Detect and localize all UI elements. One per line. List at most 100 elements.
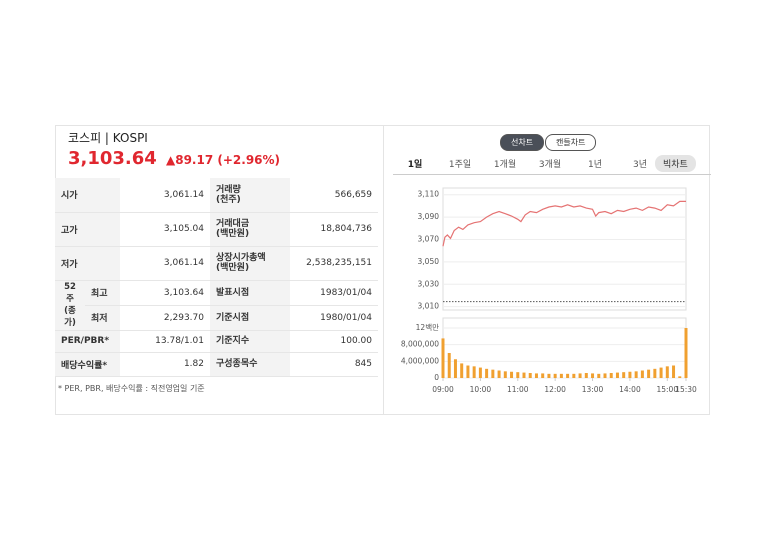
sub-label: 최저 bbox=[85, 305, 120, 331]
volume-bar bbox=[534, 373, 538, 378]
table-row: PER/PBR* 13.78/1.01 기준지수 100.00 bbox=[55, 330, 378, 353]
volume-bar bbox=[647, 369, 651, 378]
row-value: 13.78/1.01 bbox=[120, 330, 210, 353]
volume-bar bbox=[591, 373, 595, 378]
period-tab[interactable]: 1주일 bbox=[448, 160, 472, 170]
divider bbox=[383, 125, 384, 415]
volume-bar bbox=[628, 371, 632, 378]
volume-bar bbox=[684, 328, 688, 378]
row-label: PER/PBR* bbox=[55, 330, 120, 353]
label-line: (종가) bbox=[64, 306, 76, 328]
footnote: * PER, PBR, 배당수익률 : 직전영업일 기준 bbox=[58, 384, 205, 393]
row-label: 기준시점 bbox=[210, 305, 290, 331]
label-line: 구성종목수 bbox=[216, 359, 258, 369]
volume-bar bbox=[615, 372, 619, 378]
period-tab[interactable]: 3년 bbox=[632, 160, 647, 170]
y-tick-label: 3,090 bbox=[418, 212, 440, 221]
sub-label: 최고 bbox=[85, 280, 120, 306]
quote-table: 시가 3,061.14 거래량 (천주) 566,659 고가 3,105.04 거래대금 (백… bbox=[55, 178, 378, 377]
period-tab[interactable]: 1개월 bbox=[493, 160, 517, 170]
period-tab[interactable]: 3개월 bbox=[538, 160, 562, 170]
volume-bar bbox=[634, 371, 638, 378]
volume-bar bbox=[503, 371, 507, 378]
x-tick-label: 10:00 bbox=[470, 385, 492, 394]
price-line bbox=[442, 200, 686, 247]
index-change: ▲89.17 (+2.96%) bbox=[166, 153, 280, 167]
y-tick-label: 3,030 bbox=[418, 279, 440, 288]
volume-bar bbox=[572, 373, 576, 378]
label-line: 거래량 bbox=[216, 184, 241, 195]
row-label: 저가 bbox=[55, 246, 120, 281]
volume-bar bbox=[584, 373, 588, 378]
row-label: 상장시가총액 (백만원) bbox=[210, 246, 290, 281]
volume-bar bbox=[510, 371, 514, 378]
volume-bar bbox=[447, 353, 451, 378]
volume-bar bbox=[578, 373, 582, 378]
x-tick-label: 15:00 bbox=[656, 385, 678, 394]
row-value: 2,293.70 bbox=[120, 305, 210, 331]
y-tick-label: 3,010 bbox=[418, 302, 440, 311]
row-value: 1.82 bbox=[120, 352, 210, 377]
table-row: 최저 2,293.70 기준시점 1980/01/04 bbox=[55, 305, 378, 331]
row-value: 845 bbox=[290, 352, 378, 377]
row-label: 구성종목수 bbox=[210, 352, 290, 377]
volume-bar bbox=[522, 372, 526, 378]
chart-toggle[interactable]: 캔들차트 bbox=[545, 134, 597, 151]
row-label: 고가 bbox=[55, 212, 120, 247]
x-tick-label: 13:00 bbox=[582, 385, 604, 394]
x-tick-label: 11:00 bbox=[507, 385, 529, 394]
chart-toggle[interactable]: 선차트 bbox=[500, 134, 545, 151]
row-label: 거래량 (천주) bbox=[210, 178, 290, 213]
volume-bar bbox=[553, 373, 557, 378]
row-value: 2,538,235,151 bbox=[290, 246, 378, 281]
row-value: 3,061.14 bbox=[120, 178, 210, 213]
row-label: 거래대금 (백만원) bbox=[210, 212, 290, 247]
row-value: 3,061.14 bbox=[120, 246, 210, 281]
volume-bar bbox=[441, 338, 445, 378]
tab-line bbox=[393, 174, 711, 175]
label-line: 상장시가총액 bbox=[216, 253, 266, 263]
volume-bar bbox=[559, 373, 563, 378]
label-line: (천주) bbox=[216, 194, 241, 205]
period-tab[interactable]: 1년 bbox=[587, 160, 602, 170]
y-tick-label: 0 bbox=[434, 373, 439, 382]
row-value: 3,105.04 bbox=[120, 212, 210, 247]
group-label: 52주 (종가) bbox=[55, 280, 85, 331]
index-title: 코스피 | KOSPI bbox=[68, 131, 148, 145]
volume-bar bbox=[516, 372, 520, 378]
table-row: 52주 (종가) 최고 3,103.64 발표시점 1983/01/04 bbox=[55, 280, 378, 331]
y-tick-label: 8,000,000 bbox=[401, 340, 439, 349]
table-row: 배당수익률* 1.82 구성종목수 845 bbox=[55, 352, 378, 377]
big-chart-button[interactable]: 빅차트 bbox=[655, 155, 696, 172]
label-line: 기준시점 bbox=[216, 312, 250, 323]
volume-bar bbox=[485, 368, 489, 378]
volume-bar bbox=[653, 368, 657, 378]
label-line: 기준지수 bbox=[216, 336, 250, 346]
volume-bar bbox=[453, 359, 457, 378]
volume-bar bbox=[597, 373, 601, 378]
x-tick-label: 09:00 bbox=[432, 385, 454, 394]
row-label: 시가 bbox=[55, 178, 120, 213]
label-line: 52주 bbox=[64, 282, 76, 304]
row-value: 1980/01/04 bbox=[290, 305, 378, 331]
volume-bar bbox=[528, 373, 532, 378]
volume-bar bbox=[640, 370, 644, 378]
table-row: 시가 3,061.14 거래량 (천주) 566,659 bbox=[55, 178, 378, 213]
chart: 3,010 3,030 3,050 3,070 3,090 3,110 0 4,000,000… bbox=[401, 187, 697, 394]
volume-bar bbox=[678, 376, 682, 378]
x-tick-label: 14:00 bbox=[619, 385, 641, 394]
volume-bar bbox=[491, 369, 495, 378]
volume-bar bbox=[478, 367, 482, 378]
label-line: (백만원) bbox=[216, 229, 250, 239]
volume-bar bbox=[603, 373, 607, 378]
row-value: 566,659 bbox=[290, 178, 378, 213]
volume-bar bbox=[541, 373, 545, 378]
x-tick-label: 12:00 bbox=[544, 385, 566, 394]
label-line: 발표시점 bbox=[216, 287, 250, 298]
period-tab[interactable]: 1일 bbox=[407, 160, 423, 170]
row-label: 배당수익률* bbox=[55, 352, 120, 377]
volume-bar bbox=[497, 370, 501, 378]
change-pct: (+2.96%) bbox=[217, 153, 281, 167]
volume-bar bbox=[547, 373, 551, 378]
